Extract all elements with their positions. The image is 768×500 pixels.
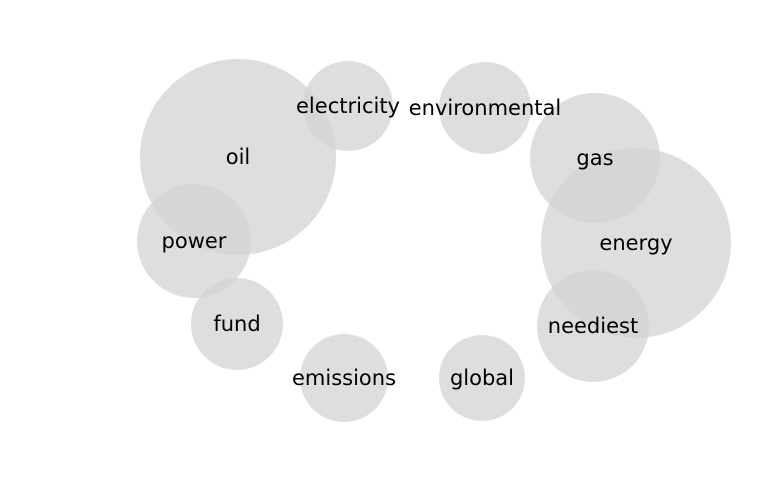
bubble-label-emissions: emissions bbox=[292, 366, 396, 390]
bubble-layer bbox=[137, 59, 731, 422]
label-layer: oil electricity environmental gas energy powe… bbox=[162, 94, 673, 390]
bubble-label-power: power bbox=[162, 229, 227, 253]
bubble-label-fund: fund bbox=[213, 312, 260, 336]
bubble-label-global: global bbox=[450, 366, 514, 390]
bubble-environmental bbox=[439, 62, 531, 154]
bubble-power bbox=[137, 184, 251, 298]
bubble-label-energy: energy bbox=[599, 231, 672, 255]
bubble-global bbox=[439, 335, 525, 421]
bubble-neediest bbox=[537, 270, 649, 382]
bubble-label-electricity: electricity bbox=[296, 94, 400, 118]
bubble-emissions bbox=[300, 334, 388, 422]
bubble-label-oil: oil bbox=[226, 145, 251, 169]
bubble-label-neediest: neediest bbox=[548, 314, 638, 338]
bubble-label-environmental: environmental bbox=[409, 96, 561, 120]
bubble-fund bbox=[191, 278, 283, 370]
bubble-electricity bbox=[303, 61, 393, 151]
bubble-label-gas: gas bbox=[576, 146, 613, 170]
